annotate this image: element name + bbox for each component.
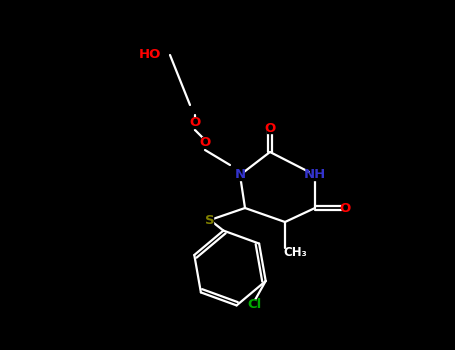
Text: N: N [234,168,246,182]
Bar [202,137,208,147]
Bar [237,170,243,180]
Bar [145,50,156,60]
Bar [287,248,303,258]
Bar [192,118,198,128]
Bar [309,170,320,180]
Bar [207,215,213,225]
Bar [267,123,273,133]
Text: O: O [189,117,201,130]
Text: O: O [199,135,211,148]
Text: Cl: Cl [248,299,262,312]
Text: O: O [264,121,276,134]
Text: S: S [205,214,215,226]
Text: HO: HO [139,49,161,62]
Text: NH: NH [304,168,326,182]
Text: CH₃: CH₃ [283,246,307,259]
Bar [342,203,348,213]
Text: O: O [339,202,351,215]
Bar [249,300,261,310]
